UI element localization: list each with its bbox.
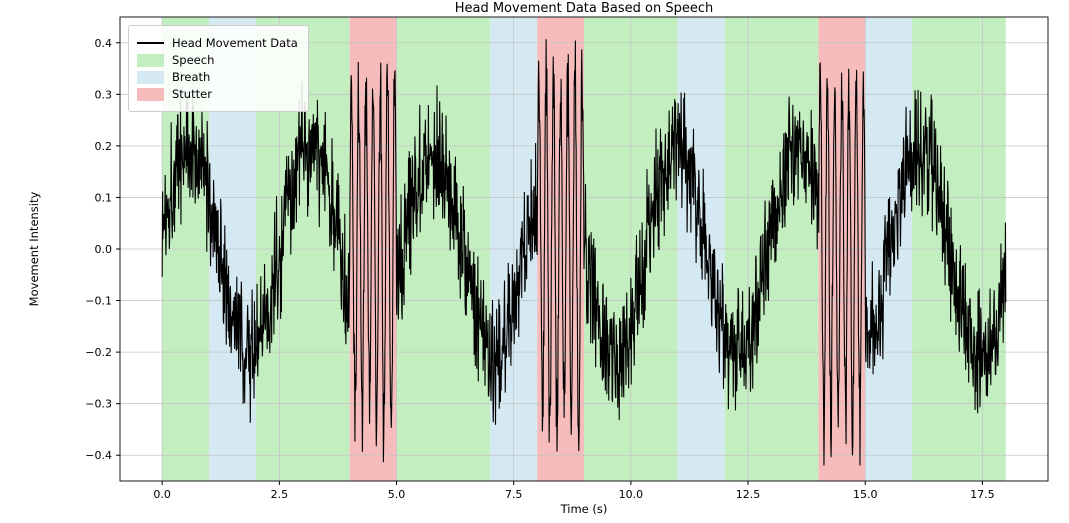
legend-entry: Breath	[137, 70, 298, 84]
x-tick-label: 7.5	[505, 488, 523, 501]
legend-entry: Stutter	[137, 87, 298, 101]
y-tick-label: 0.2	[95, 140, 113, 153]
x-tick-label: 15.0	[853, 488, 878, 501]
x-tick-label: 5.0	[388, 488, 406, 501]
y-tick-label: 0.3	[95, 88, 113, 101]
y-tick-label: 0.1	[95, 191, 113, 204]
legend-patch-swatch	[137, 70, 164, 84]
x-tick-label: 17.5	[970, 488, 995, 501]
legend-label: Stutter	[172, 87, 212, 101]
y-tick-label: 0.0	[95, 243, 113, 256]
y-tick-label: −0.2	[85, 346, 112, 359]
x-axis-label: Time (s)	[560, 502, 608, 516]
x-tick-label: 12.5	[736, 488, 761, 501]
legend-patch-swatch	[137, 87, 164, 101]
y-tick-label: −0.3	[85, 398, 112, 411]
legend-label: Speech	[172, 53, 215, 67]
legend: Head Movement Data Speech Breath Stutter	[128, 25, 309, 112]
legend-entry: Speech	[137, 53, 298, 67]
legend-label: Breath	[172, 70, 211, 84]
head-movement-line	[161, 39, 1007, 466]
legend-line-swatch	[137, 42, 164, 44]
chart-title: Head Movement Data Based on Speech	[454, 1, 714, 16]
y-tick-label: −0.4	[85, 449, 112, 462]
legend-label: Head Movement Data	[172, 36, 298, 50]
y-tick-label: 0.4	[95, 37, 113, 50]
legend-entry: Head Movement Data	[137, 36, 298, 50]
x-tick-label: 2.5	[271, 488, 289, 501]
x-tick-label: 0.0	[153, 488, 171, 501]
legend-patch-swatch	[137, 53, 164, 67]
y-tick-label: −0.1	[85, 295, 112, 308]
x-tick-label: 10.0	[619, 488, 644, 501]
